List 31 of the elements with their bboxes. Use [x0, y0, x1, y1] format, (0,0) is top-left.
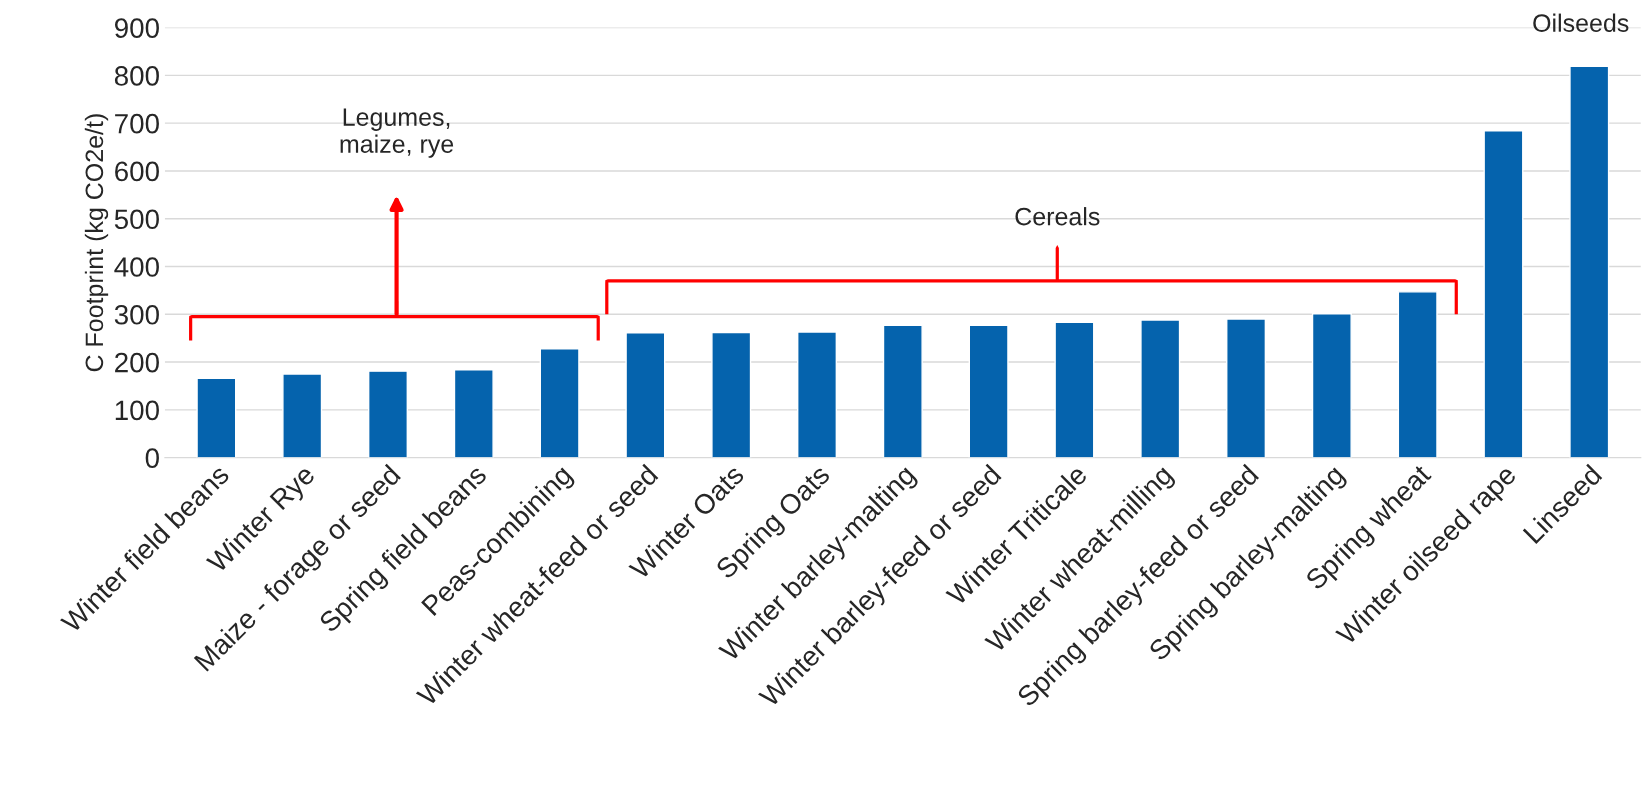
bar [1226, 318, 1267, 458]
y-tick-label: 200 [115, 352, 159, 373]
bar [1311, 313, 1352, 458]
bar [711, 331, 752, 458]
bar [282, 373, 323, 458]
annotation: Oilseeds [1533, 13, 1629, 32]
bar [968, 324, 1009, 458]
y-tick-label: 300 [114, 304, 159, 325]
bar [1483, 130, 1524, 458]
y-tick-label: 700 [115, 113, 159, 134]
bar [1054, 321, 1095, 458]
bar [1569, 65, 1610, 458]
y-axis-title: C Footprint (kg CO2e/t) [84, 114, 109, 372]
bar [539, 347, 580, 458]
y-tick-label: 100 [115, 400, 159, 421]
annotation: Legumes, maize, rye [340, 108, 454, 158]
bar [625, 332, 666, 458]
bar [882, 324, 923, 458]
bar [367, 370, 408, 458]
y-tick-label: 800 [114, 66, 159, 86]
y-tick-label: 0 [145, 448, 159, 468]
bar [453, 369, 494, 458]
y-tick-label: 600 [115, 161, 159, 182]
y-tick-label: 900 [115, 18, 159, 38]
y-tick-label: 400 [114, 257, 159, 277]
bar [1397, 291, 1438, 458]
annotation: Cereals [1015, 207, 1100, 226]
y-tick-label: 500 [114, 209, 159, 230]
bar [797, 331, 838, 458]
bar [196, 377, 237, 458]
bar [1140, 319, 1181, 458]
